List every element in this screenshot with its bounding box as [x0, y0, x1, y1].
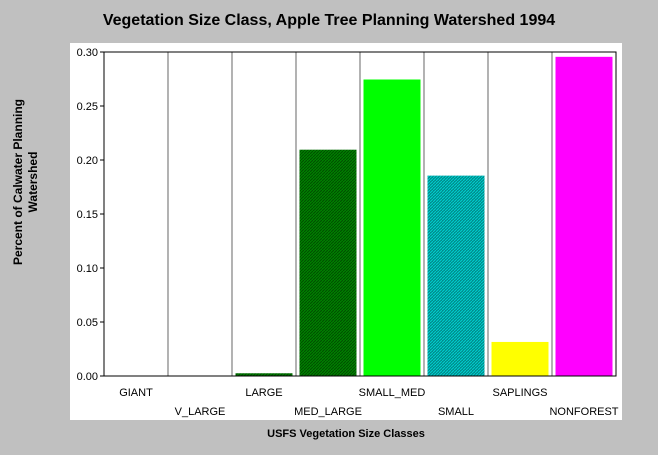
- y-tick-label: 0.20: [77, 155, 98, 167]
- bar-med-large: [298, 148, 358, 377]
- y-tick-label: 0.00: [77, 371, 98, 383]
- x-tick-label: V_LARGE: [175, 406, 226, 418]
- y-tick-label: 0.10: [77, 263, 98, 275]
- x-tick-label: NONFOREST: [549, 406, 618, 418]
- x-tick-label: SAPLINGS: [492, 387, 547, 399]
- chart-title: Vegetation Size Class, Apple Tree Planni…: [102, 12, 556, 29]
- bar-small: [426, 174, 486, 377]
- x-tick-label: LARGE: [245, 387, 282, 399]
- x-tick-label: MED_LARGE: [294, 406, 362, 418]
- x-axis-label: USFS Vegetation Size Classes: [267, 428, 425, 440]
- bar-layer: [234, 55, 614, 377]
- y-tick-label: 0.30: [77, 47, 98, 59]
- y-axis-label: Percent of Calwater Planning Watershed: [11, 98, 40, 266]
- y-tick-label: 0.05: [77, 317, 98, 329]
- x-tick-label: GIANT: [119, 387, 153, 399]
- x-tick-label: SMALL: [438, 406, 474, 418]
- axis-layer: [100, 51, 617, 377]
- bar-small-med: [362, 78, 422, 377]
- chart-panel: 0.00 0.05 0.10 0.15 0.20 0.25 0.30 GIANT V_LARGE…: [70, 43, 622, 420]
- y-tick-label: 0.25: [77, 101, 98, 113]
- bar-nonforest: [554, 55, 614, 377]
- grid-layer: [167, 52, 553, 376]
- bar-saplings: [490, 340, 550, 377]
- x-tick-label: SMALL_MED: [359, 387, 426, 399]
- chart-svg: 0.00 0.05 0.10 0.15 0.20 0.25 0.30 GIANT V_LARGE…: [77, 47, 619, 418]
- label-layer: 0.00 0.05 0.10 0.15 0.20 0.25 0.30 GIANT V_LARGE…: [77, 47, 619, 418]
- y-tick-label: 0.15: [77, 209, 98, 221]
